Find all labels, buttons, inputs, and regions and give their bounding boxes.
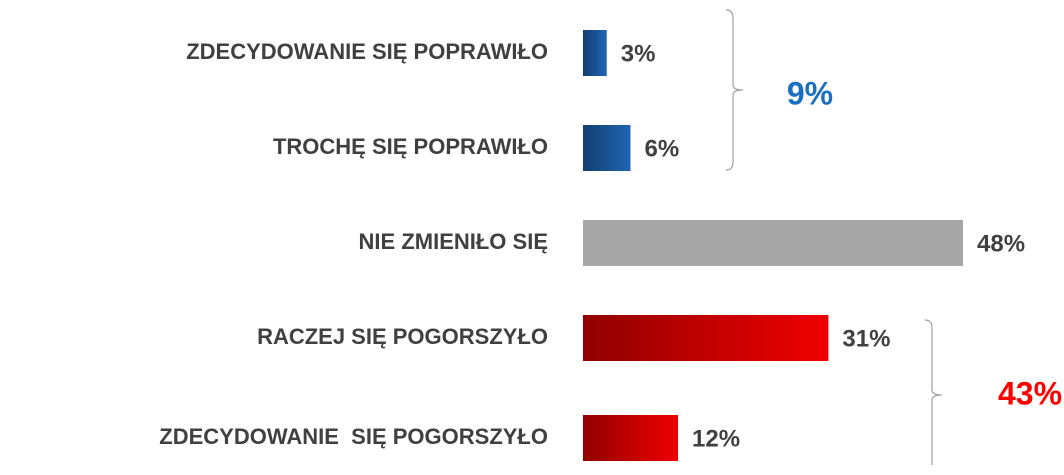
value-label: 12% xyxy=(692,425,740,452)
group-total: 9% xyxy=(787,75,833,111)
value-label: 3% xyxy=(621,40,656,67)
value-label: 6% xyxy=(645,135,680,162)
bar xyxy=(583,315,829,361)
bar xyxy=(583,30,607,76)
value-label: 31% xyxy=(842,325,890,352)
bar xyxy=(583,125,631,171)
category-label: ZDECYDOWANIE SIĘ POPRAWIŁO xyxy=(186,39,548,64)
bracket xyxy=(924,319,943,465)
category-label: TROCHĘ SIĘ POPRAWIŁO xyxy=(273,134,548,159)
bar xyxy=(583,220,963,266)
group-total: 43% xyxy=(998,375,1062,411)
bar xyxy=(583,415,678,461)
value-label: 48% xyxy=(977,230,1025,257)
bracket xyxy=(725,9,744,171)
category-label: NIE ZMIENIŁO SIĘ xyxy=(359,229,548,254)
category-label: ZDECYDOWANIE SIĘ POGORSZYŁO xyxy=(159,424,548,449)
category-label: RACZEJ SIĘ POGORSZYŁO xyxy=(257,324,548,349)
